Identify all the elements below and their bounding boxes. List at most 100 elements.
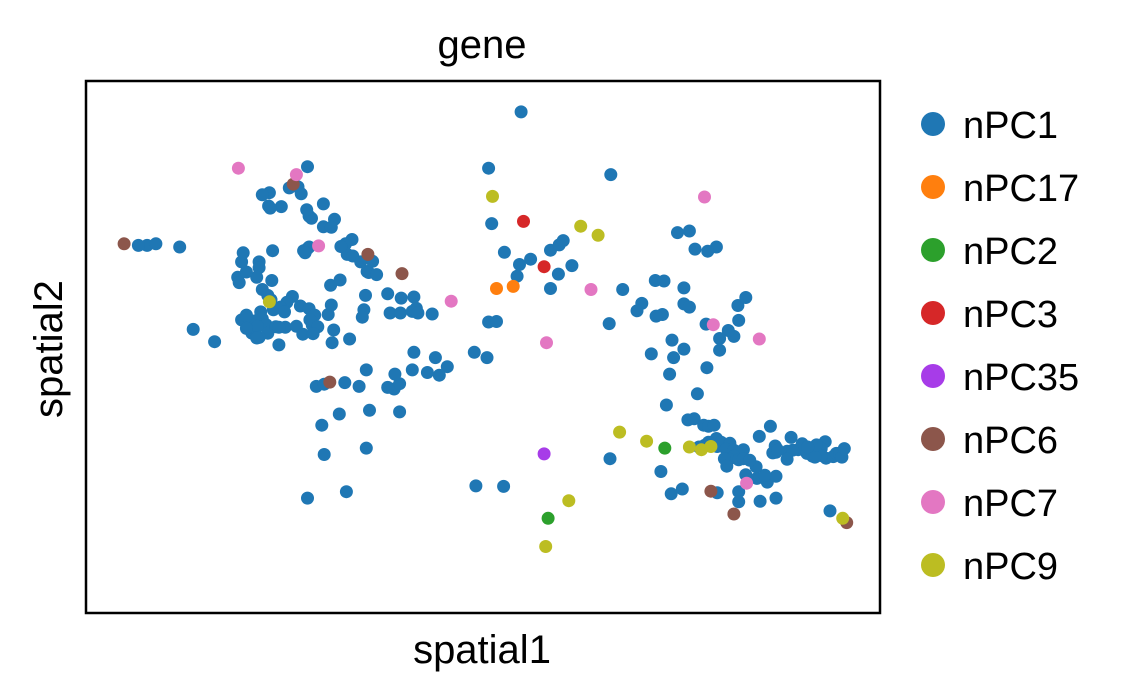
data-point bbox=[752, 429, 766, 443]
data-point bbox=[265, 274, 279, 287]
data-point bbox=[359, 288, 372, 302]
data-point bbox=[381, 380, 395, 394]
data-point bbox=[407, 290, 421, 304]
data-point bbox=[513, 258, 526, 271]
data-point bbox=[690, 387, 704, 401]
data-point bbox=[837, 442, 851, 456]
data-point bbox=[294, 187, 308, 201]
data-point bbox=[395, 267, 409, 281]
legend-marker bbox=[921, 553, 945, 577]
data-point bbox=[732, 495, 746, 509]
data-point bbox=[490, 282, 503, 295]
data-point bbox=[239, 321, 253, 335]
data-point bbox=[713, 332, 727, 345]
data-point bbox=[327, 323, 341, 337]
data-point bbox=[784, 430, 798, 444]
data-point bbox=[731, 299, 745, 312]
legend-item: nPC2 bbox=[921, 231, 1058, 273]
legend-marker bbox=[921, 301, 945, 325]
data-point bbox=[361, 247, 375, 261]
data-point bbox=[324, 220, 338, 234]
data-point bbox=[393, 377, 407, 391]
data-point bbox=[584, 283, 598, 296]
data-point bbox=[173, 240, 187, 254]
data-point bbox=[490, 315, 503, 328]
data-point bbox=[117, 237, 131, 251]
data-point bbox=[753, 494, 767, 508]
data-point bbox=[700, 361, 714, 375]
data-point bbox=[604, 168, 618, 182]
data-point bbox=[667, 351, 681, 365]
data-point bbox=[616, 283, 630, 296]
data-point bbox=[250, 270, 264, 284]
data-point bbox=[444, 294, 458, 308]
data-point bbox=[440, 360, 454, 374]
data-point bbox=[343, 332, 357, 346]
data-point bbox=[266, 244, 280, 258]
data-point bbox=[769, 469, 783, 483]
data-point bbox=[359, 363, 373, 377]
data-point bbox=[296, 327, 310, 341]
chart-title: gene bbox=[438, 23, 527, 67]
data-point bbox=[565, 259, 579, 273]
legend-item: nPC6 bbox=[921, 420, 1058, 462]
data-point bbox=[370, 268, 384, 282]
data-point bbox=[541, 511, 555, 525]
data-point bbox=[739, 291, 753, 304]
data-point bbox=[272, 338, 286, 352]
data-point bbox=[658, 441, 672, 455]
data-point bbox=[740, 476, 754, 490]
data-point bbox=[771, 443, 785, 457]
data-point bbox=[713, 343, 727, 357]
data-point bbox=[231, 161, 245, 175]
legend-marker bbox=[921, 175, 945, 199]
data-point bbox=[323, 375, 337, 389]
data-point bbox=[332, 407, 346, 421]
data-point bbox=[239, 309, 253, 323]
data-point bbox=[613, 425, 627, 439]
data-point bbox=[425, 307, 439, 321]
data-point bbox=[677, 342, 691, 356]
data-point bbox=[514, 105, 528, 119]
data-point bbox=[671, 226, 684, 240]
data-point bbox=[836, 511, 850, 525]
data-point bbox=[687, 412, 701, 426]
data-point bbox=[544, 282, 557, 295]
data-point bbox=[659, 398, 673, 412]
data-point bbox=[591, 228, 605, 242]
data-point bbox=[688, 242, 702, 256]
data-point bbox=[381, 287, 395, 301]
data-point bbox=[657, 274, 671, 288]
legend: nPC1 nPC17 nPC2 nPC3 nPC35 nPC6 nPC7 nPC9 bbox=[921, 105, 1079, 588]
data-point bbox=[339, 485, 353, 499]
data-point bbox=[352, 379, 366, 393]
data-point bbox=[298, 246, 312, 260]
data-point bbox=[312, 239, 326, 253]
data-point bbox=[274, 200, 288, 214]
data-point bbox=[334, 240, 348, 253]
data-point bbox=[682, 440, 696, 454]
legend-label: nPC9 bbox=[963, 546, 1058, 588]
data-point bbox=[682, 224, 696, 238]
data-point bbox=[411, 306, 425, 320]
data-point bbox=[325, 336, 339, 350]
legend-marker bbox=[921, 364, 945, 388]
data-point bbox=[752, 332, 766, 346]
data-point bbox=[524, 252, 538, 266]
data-point bbox=[300, 203, 314, 217]
data-point bbox=[537, 260, 551, 274]
legend-marker bbox=[921, 238, 945, 262]
data-point bbox=[721, 324, 735, 337]
data-point bbox=[769, 491, 783, 505]
data-point bbox=[301, 491, 314, 505]
plot-frame bbox=[84, 79, 882, 615]
data-point bbox=[289, 168, 303, 182]
data-point bbox=[420, 366, 434, 379]
data-point bbox=[763, 419, 777, 433]
data-point bbox=[333, 273, 347, 287]
data-point bbox=[720, 459, 734, 473]
data-point bbox=[186, 322, 200, 336]
data-point bbox=[654, 465, 668, 478]
data-point bbox=[432, 368, 446, 382]
